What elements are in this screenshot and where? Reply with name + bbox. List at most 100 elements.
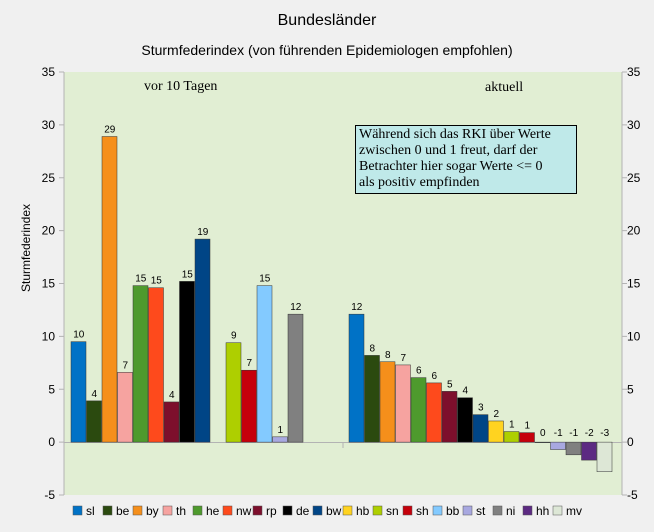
annotation-textbox: Während sich das RKI über Werte zwischen… xyxy=(355,125,577,194)
data-label-bw-left: 19 xyxy=(197,227,209,238)
y-tick-label-right: 5 xyxy=(627,382,634,396)
legend-swatch-sh xyxy=(402,505,413,516)
bar-he-left xyxy=(132,285,149,443)
legend-label-sh: sh xyxy=(416,504,429,518)
y-tick-label-right: 10 xyxy=(627,329,641,343)
bar-hh-right xyxy=(581,441,597,461)
legend-swatch-he xyxy=(192,505,203,516)
data-label-sl-right: 12 xyxy=(351,302,363,313)
data-label-sh-left: 7 xyxy=(246,358,252,369)
legend-label-hh: hh xyxy=(536,504,549,518)
bar-th-right xyxy=(395,364,411,443)
data-label-he-left: 15 xyxy=(135,274,147,285)
bar-sn-right xyxy=(503,431,520,443)
legend-label-sn: sn xyxy=(386,504,399,518)
legend-swatch-st xyxy=(462,505,473,516)
bar-bw-right xyxy=(472,414,489,443)
data-label-st-left: 1 xyxy=(277,425,283,436)
data-label-de-right: 4 xyxy=(462,386,468,397)
legend-label-bw: bw xyxy=(326,504,342,518)
legend-swatch-rp xyxy=(252,505,263,516)
y-tick-label-left: -5 xyxy=(44,488,55,502)
legend-label-nw: nw xyxy=(236,504,252,518)
data-label-sh-right: 1 xyxy=(524,421,530,432)
bar-st-left xyxy=(272,436,288,443)
bar-th-left xyxy=(117,372,133,443)
legend-swatch-mv xyxy=(552,505,563,516)
bar-rp-right xyxy=(441,391,458,443)
bar-ni-right xyxy=(565,441,582,456)
data-label-be-right: 8 xyxy=(369,343,375,354)
legend-swatch-de xyxy=(282,505,293,516)
y-tick-label-right: 15 xyxy=(627,277,641,291)
bar-de-right xyxy=(457,397,473,443)
bar-de-left xyxy=(179,281,195,443)
data-label-nw-right: 6 xyxy=(431,371,437,382)
data-label-sn-left: 9 xyxy=(231,331,237,342)
bar-be-left xyxy=(86,400,102,443)
data-label-hh-right: -2 xyxy=(585,428,594,439)
y-tick-label-right: 0 xyxy=(627,435,634,449)
bar-bw-left xyxy=(194,238,211,443)
bar-be-right xyxy=(364,355,380,443)
data-label-rp-right: 5 xyxy=(447,379,453,390)
data-label-nw-left: 15 xyxy=(151,276,163,287)
y-tick-label-left: 35 xyxy=(42,65,56,79)
data-label-rp-left: 4 xyxy=(169,390,175,401)
data-label-be-left: 4 xyxy=(91,389,97,400)
legend-label-de: de xyxy=(296,504,310,518)
legend-swatch-sl xyxy=(72,505,83,516)
data-label-hb-right: 2 xyxy=(493,409,499,420)
data-label-he-right: 6 xyxy=(416,366,422,377)
bar-rp-left xyxy=(163,401,180,443)
data-label-de-left: 15 xyxy=(182,269,194,280)
data-label-bw-right: 3 xyxy=(478,403,484,414)
y-tick-label-right: 30 xyxy=(627,118,641,132)
annotation-left-group: vor 10 Tagen xyxy=(144,79,218,94)
legend-swatch-ni xyxy=(492,505,503,516)
data-label-by-right: 8 xyxy=(385,350,391,361)
bar-hb-right xyxy=(488,420,504,443)
bar-sl-left xyxy=(70,341,87,443)
legend-label-hb: hb xyxy=(356,504,370,518)
data-label-bb-right: 0 xyxy=(540,428,546,439)
data-label-ni-right: -1 xyxy=(569,428,578,439)
data-label-bb-left: 15 xyxy=(259,274,271,285)
legend-label-by: by xyxy=(146,504,159,518)
y-tick-label-left: 30 xyxy=(42,118,56,132)
annotation-right-group: aktuell xyxy=(485,80,524,95)
chart-title: Bundesländer xyxy=(277,12,377,29)
bar-mv-right xyxy=(596,441,613,472)
data-label-st-right: -1 xyxy=(554,428,563,439)
legend-label-sl: sl xyxy=(86,504,95,518)
legend-label-be: be xyxy=(116,504,130,518)
data-label-sl-left: 10 xyxy=(73,330,85,341)
bar-bb-right xyxy=(534,441,551,443)
y-tick-label-left: 0 xyxy=(48,435,55,449)
legend-swatch-th xyxy=(162,505,173,516)
bar-nw-left xyxy=(148,287,164,443)
legend-swatch-nw xyxy=(222,505,233,516)
y-tick-label-left: 20 xyxy=(42,224,56,238)
y-tick-label-left: 25 xyxy=(42,171,56,185)
legend-swatch-bw xyxy=(312,505,323,516)
data-label-ni-left: 12 xyxy=(290,302,302,313)
bar-sl-right xyxy=(348,313,365,443)
data-label-th-right: 7 xyxy=(400,353,406,364)
legend-label-bb: bb xyxy=(446,504,460,518)
legend-label-th: th xyxy=(176,504,186,518)
data-label-sn-right: 1 xyxy=(509,420,515,431)
data-label-th-left: 7 xyxy=(122,360,128,371)
y-tick-label-left: 10 xyxy=(42,329,56,343)
bar-sh-left xyxy=(241,369,257,443)
legend-swatch-bb xyxy=(432,505,443,516)
bar-sh-right xyxy=(519,432,535,443)
data-label-mv-right: -3 xyxy=(600,428,609,439)
chart-subtitle: Sturmfederindex (von führenden Epidemiol… xyxy=(141,42,513,58)
legend-swatch-be xyxy=(102,505,113,516)
legend-swatch-hb xyxy=(342,505,353,516)
legend-swatch-sn xyxy=(372,505,383,516)
legend-label-ni: ni xyxy=(506,504,515,518)
